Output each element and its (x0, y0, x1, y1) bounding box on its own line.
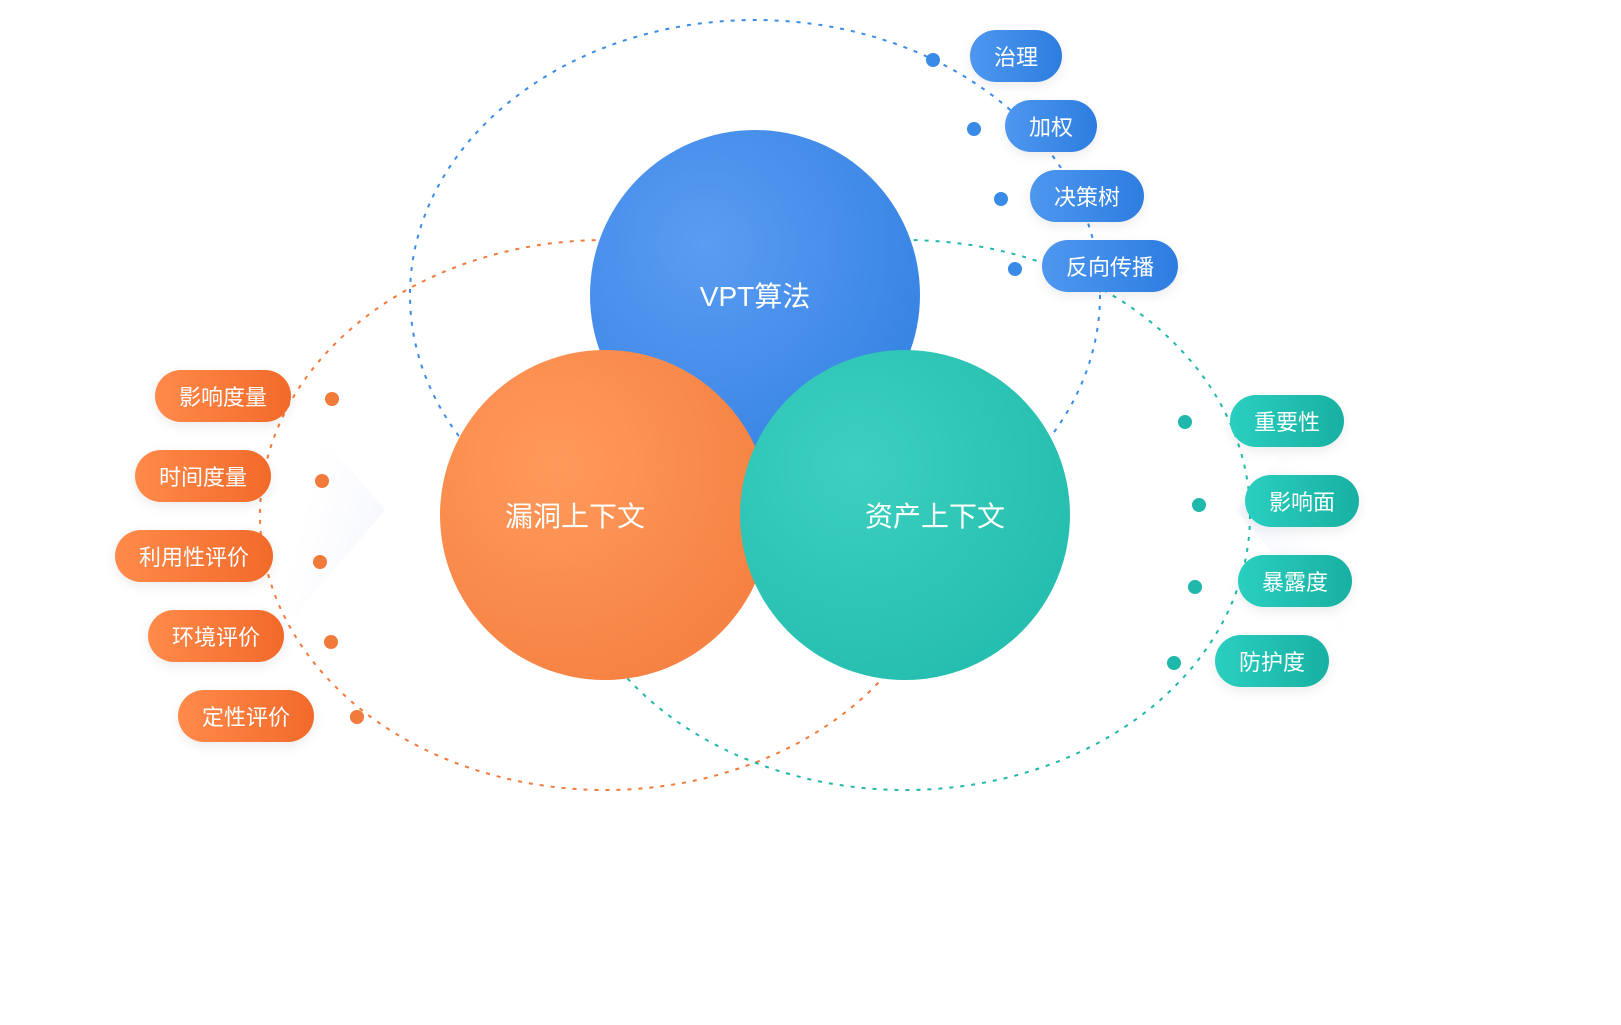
pill-left-3: 环境评价 (148, 610, 284, 662)
orbit-dot-left-0 (325, 392, 339, 406)
pill-left-2: 利用性评价 (115, 530, 273, 582)
orbit-dot-right-2 (1188, 580, 1202, 594)
orbit-dot-left-1 (315, 474, 329, 488)
pill-top-3: 反向传播 (1042, 240, 1178, 292)
orbit-dot-right-0 (1178, 415, 1192, 429)
pill-left-1: 时间度量 (135, 450, 271, 502)
pill-right-1: 影响面 (1245, 475, 1359, 527)
orbit-dot-right-1 (1192, 498, 1206, 512)
pill-left-4: 定性评价 (178, 690, 314, 742)
pill-top-0: 治理 (970, 30, 1062, 82)
diagram-canvas: VPT算法 漏洞上下文 资产上下文 治理加权决策树反向传播 影响度量时间度量利用… (0, 0, 1621, 1025)
orbit-dot-left-4 (350, 710, 364, 724)
orbit-dot-right-3 (1167, 656, 1181, 670)
pill-right-0: 重要性 (1230, 395, 1344, 447)
venn-circle-right: 资产上下文 (740, 350, 1070, 680)
pill-left-0: 影响度量 (155, 370, 291, 422)
venn-circle-left: 漏洞上下文 (440, 350, 770, 680)
pill-top-1: 加权 (1005, 100, 1097, 152)
orbit-dot-top-2 (994, 192, 1008, 206)
venn-label-top: VPT算法 (700, 275, 810, 315)
orbit-dot-left-2 (313, 555, 327, 569)
venn-label-left: 漏洞上下文 (505, 495, 645, 535)
orbit-dot-left-3 (324, 635, 338, 649)
venn-label-right: 资产上下文 (865, 495, 1005, 535)
pill-right-2: 暴露度 (1238, 555, 1352, 607)
orbit-dot-top-3 (1008, 262, 1022, 276)
orbit-dot-top-0 (926, 53, 940, 67)
orbit-dot-top-1 (967, 122, 981, 136)
pill-right-3: 防护度 (1215, 635, 1329, 687)
pill-top-2: 决策树 (1030, 170, 1144, 222)
